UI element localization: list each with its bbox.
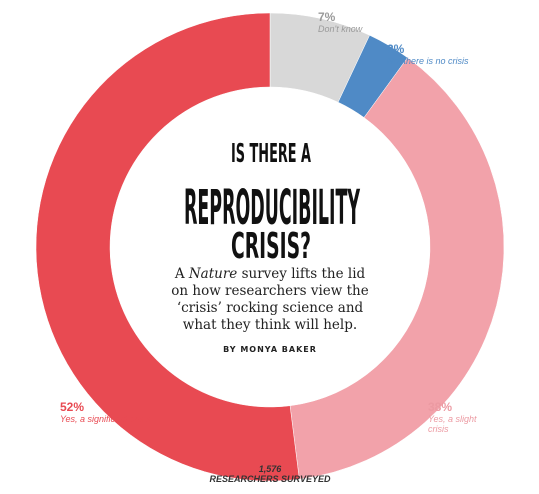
survey-size-number: 1,576 <box>258 464 282 474</box>
title-line: REPRODUCIBILITY <box>184 180 360 236</box>
value-label: 7% <box>318 10 336 24</box>
category-label: No, there is no crisis <box>387 56 469 66</box>
category-label: Yes, a slight crisis <box>428 414 477 434</box>
category-label: Yes, a significant crisis <box>60 414 151 424</box>
donut-slice <box>289 57 505 480</box>
description-text: survey lifts the lid on how researchers … <box>171 266 369 333</box>
slice-label: 38% Yes, a slight crisis <box>428 400 498 434</box>
value-label: 38% <box>428 400 453 414</box>
title-line: IS THERE A <box>231 139 311 169</box>
description-text: A <box>174 266 185 282</box>
title-line: CRISIS? <box>231 226 311 267</box>
byline: BY MONYA BAKER <box>223 345 317 354</box>
survey-size: 1,576 RESEARCHERS SURVEYED <box>170 464 370 484</box>
value-label: 3% <box>387 42 405 56</box>
value-label: 52% <box>60 400 85 414</box>
category-label: Don't know <box>318 24 363 34</box>
donut-slice <box>35 12 300 482</box>
slice-label: 7% Don't know <box>318 10 408 34</box>
survey-size-label: RESEARCHERS SURVEYED <box>209 474 331 484</box>
description-emphasis: Nature <box>188 266 238 282</box>
slice-label: 52% Yes, a significant crisis <box>60 400 160 424</box>
description: A Nature survey lifts the lid on how res… <box>165 266 375 334</box>
slice-label: 3% No, there is no crisis <box>387 42 507 66</box>
